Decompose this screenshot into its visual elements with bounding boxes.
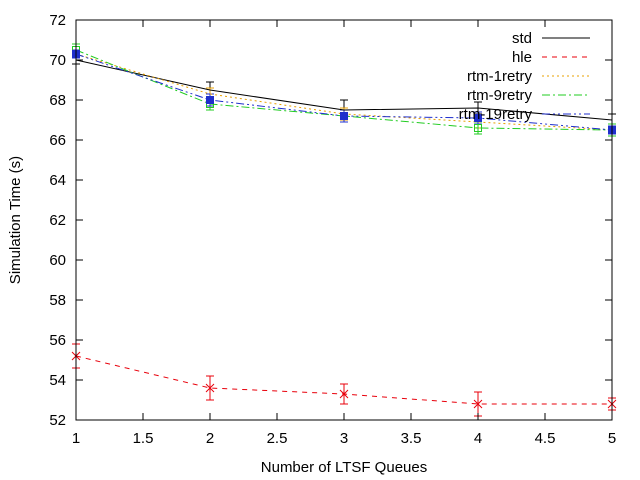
y-tick-label: 54 — [49, 372, 66, 389]
y-tick-label: 62 — [49, 212, 66, 229]
x-tick-label: 3.5 — [401, 430, 422, 447]
y-tick-label: 64 — [49, 172, 66, 189]
y-tick-label: 72 — [49, 12, 66, 29]
y-tick-label: 66 — [49, 132, 66, 149]
data-point-rtm-19retry — [474, 114, 482, 122]
legend-label: std — [512, 30, 532, 47]
series-line-std — [75, 59, 613, 121]
data-point-hle — [473, 399, 483, 409]
data-point-rtm-19retry — [206, 96, 214, 104]
x-tick-label: 1 — [72, 430, 80, 447]
y-tick-label: 70 — [49, 52, 66, 69]
marker-stroke — [473, 399, 483, 409]
x-tick-label: 4 — [474, 430, 482, 447]
y-tick-label: 56 — [49, 332, 66, 349]
y-tick-label: 52 — [49, 412, 66, 429]
legend-label: rtm-9retry — [467, 87, 532, 104]
legend-item-rtm-9retry: rtm-9retry — [467, 87, 590, 104]
x-tick-label: 2 — [206, 430, 214, 447]
data-point-hle — [205, 383, 215, 393]
x-tick-label: 1.5 — [133, 430, 154, 447]
y-axis-label: Simulation Time (s) — [7, 156, 24, 284]
marker-stroke — [205, 383, 215, 393]
legend-label: rtm-1retry — [467, 68, 532, 85]
marker-stroke — [339, 389, 349, 399]
legend-item-rtm-1retry: rtm-1retry — [467, 68, 590, 85]
data-point-rtm-9retry — [474, 124, 482, 132]
legend-item-hle: hle — [512, 49, 590, 66]
error-bars — [72, 43, 616, 417]
legend-label: hle — [512, 49, 532, 66]
x-tick-label: 3 — [340, 430, 348, 447]
y-tick-label: 68 — [49, 92, 66, 109]
x-tick-label: 2.5 — [267, 430, 288, 447]
y-tick-label: 58 — [49, 292, 66, 309]
x-axis-ticks: 1 1.5 2 2.5 3 3.5 4 4.5 5 — [72, 20, 616, 447]
legend-label: rtm-19retry — [459, 106, 533, 123]
data-point-hle — [339, 389, 349, 399]
x-tick-label: 4.5 — [535, 430, 556, 447]
x-axis-label: Number of LTSF Queues — [261, 459, 427, 476]
legend: std hle rtm-1retry rtm-9retry rtm-19retry — [459, 30, 590, 123]
legend-item-rtm-19retry: rtm-19retry — [459, 106, 590, 123]
legend-item-std: std — [512, 30, 590, 47]
data-point-rtm-19retry — [340, 112, 348, 120]
x-tick-label: 5 — [608, 430, 616, 447]
y-axis-ticks: 52 54 56 58 60 62 64 66 68 70 72 — [49, 12, 612, 429]
y-tick-label: 60 — [49, 252, 66, 269]
